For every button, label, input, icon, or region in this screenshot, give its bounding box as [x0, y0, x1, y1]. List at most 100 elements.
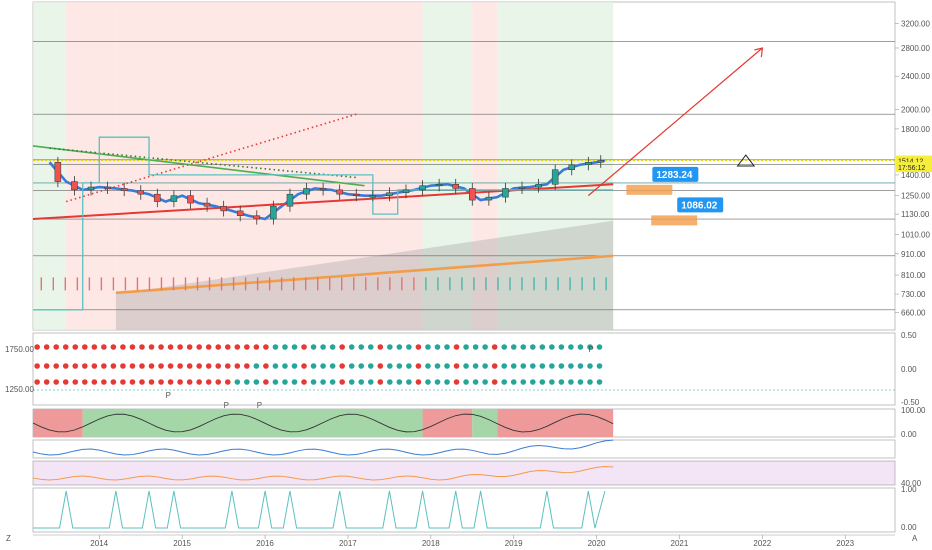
candle-body [386, 192, 393, 196]
signal-dot [568, 344, 574, 350]
signal-dot [339, 344, 345, 350]
signal-dot [329, 379, 336, 385]
signal-dot [396, 379, 403, 385]
signal-dot [387, 363, 393, 369]
candle-body [585, 162, 592, 165]
price-badge-label: 1086.02 [681, 200, 718, 211]
price-badge-label: 1283.24 [656, 170, 693, 181]
signal-dot [520, 379, 527, 385]
signal-dot [434, 344, 441, 350]
signal-dot [558, 344, 565, 350]
bottom-right-label: 1.00 [901, 485, 917, 494]
signal-dot [139, 344, 145, 350]
rsi-line [32, 466, 614, 481]
signal-dot [196, 344, 202, 350]
sub-panels: 1750.00 1250.00 0.50 0.00 -0.50 P P P P 100.00 0.0… [5, 331, 926, 533]
signal-dot [282, 379, 288, 385]
signal-dot [387, 344, 393, 350]
signal-dot [148, 379, 155, 385]
signal-dot [244, 344, 250, 350]
candle-body [369, 195, 377, 198]
signal-dot [215, 379, 222, 385]
signal-dot [253, 344, 260, 350]
bottom-signal-line [33, 490, 606, 529]
signal-dot [587, 363, 593, 369]
signal-dot [348, 344, 355, 350]
signal-dot [520, 344, 527, 350]
y-axis: 3200.00 2800.00 2400.00 2000.00 1800.00 1400.… [895, 20, 930, 318]
y-tick-label: 1800.00 [901, 125, 930, 134]
signal-dot [510, 379, 517, 385]
dots-left-label: 1750.00 [5, 345, 34, 354]
p-marker: P [166, 391, 171, 400]
signal-dot [34, 344, 40, 350]
signal-dot [482, 379, 488, 385]
signal-dot [549, 363, 555, 369]
p-marker: P [588, 345, 593, 354]
candle-body [87, 186, 95, 191]
signal-dot [587, 379, 593, 385]
y-tick-label: 810.00 [901, 271, 926, 280]
signal-dot [301, 379, 307, 385]
signal-dot [444, 363, 450, 369]
signal-dot [101, 344, 107, 350]
signal-dot [129, 363, 136, 369]
candle-body [535, 184, 542, 188]
signal-dot [539, 344, 546, 350]
signal-dot [72, 379, 79, 385]
candle-body [452, 184, 459, 189]
candle-body [71, 181, 78, 191]
signal-dot [196, 363, 202, 369]
signal-dot [186, 363, 193, 369]
candle-body [502, 188, 509, 198]
signal-dot [282, 344, 288, 350]
corner-left-label[interactable]: Z [6, 534, 11, 543]
signal-dot [148, 363, 155, 369]
stoch-line [32, 413, 614, 433]
signal-dot [110, 379, 117, 385]
signal-dot [310, 379, 317, 385]
bg-zone [66, 2, 116, 330]
signal-dot [453, 379, 460, 385]
y-tick-label: 910.00 [901, 250, 926, 259]
signal-dot [596, 379, 603, 385]
stoch-zone [33, 409, 83, 437]
signal-dot [339, 379, 345, 385]
candle-body [137, 190, 144, 195]
stoch-zone [82, 409, 423, 437]
signal-dot [167, 379, 174, 385]
signal-dot [129, 344, 136, 350]
signal-dot [129, 379, 136, 385]
price-tag-label: 1514.12 [898, 159, 923, 166]
bg-zone [33, 2, 67, 330]
dots-right-label: 0.00 [901, 365, 917, 374]
signal-dot [215, 344, 222, 350]
signal-dot [120, 344, 126, 350]
candle-body [104, 186, 111, 189]
signal-dot [406, 363, 412, 369]
signal-dot [339, 363, 345, 369]
signal-dot [43, 344, 50, 350]
signal-dot [434, 363, 441, 369]
signal-dot [205, 344, 212, 350]
signal-dot [110, 344, 117, 350]
price-badge [652, 166, 699, 182]
signal-dot [529, 344, 536, 350]
signal-dot [167, 363, 174, 369]
signal-dot [482, 344, 488, 350]
x-tick-label: 2015 [173, 539, 191, 548]
price-tag-label: 17:56:12 [898, 165, 925, 172]
candle-body [236, 210, 244, 216]
candle-body [270, 205, 277, 220]
corner-right-label[interactable]: A [912, 534, 918, 543]
dots-right-label: -0.50 [901, 398, 920, 407]
candle-body [485, 196, 493, 201]
stoch-zone [422, 409, 473, 437]
signal-dot [301, 363, 307, 369]
signal-dot [34, 379, 40, 385]
signal-dot [244, 363, 250, 369]
target-zone [626, 184, 673, 195]
signal-dot [396, 363, 403, 369]
signal-dot [577, 363, 584, 369]
